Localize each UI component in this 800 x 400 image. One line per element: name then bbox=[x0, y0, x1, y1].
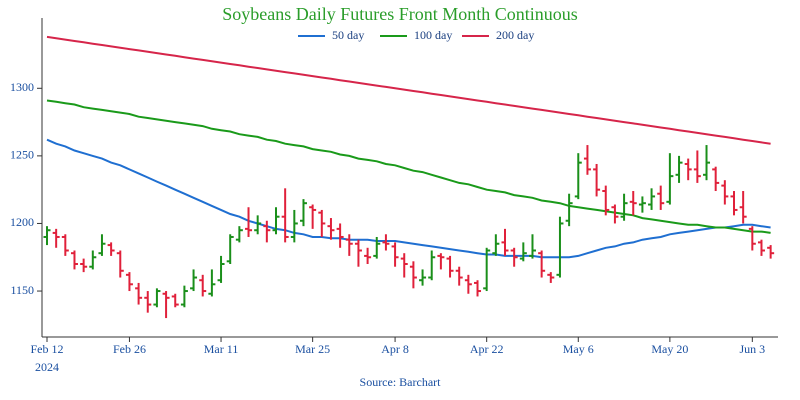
legend-label: 50 day bbox=[332, 28, 364, 42]
x-tick-label: Feb 12 bbox=[31, 342, 64, 356]
y-tick-label: 1300 bbox=[10, 80, 34, 94]
moving-average-line bbox=[46, 99, 771, 234]
x-tick-label: Jun 3 bbox=[739, 342, 765, 356]
x-tick-label: Feb 26 bbox=[113, 342, 146, 356]
source-note: Source: Barchart bbox=[360, 375, 442, 389]
y-tick-label: 1250 bbox=[10, 148, 34, 162]
legend-label: 200 day bbox=[496, 28, 534, 42]
x-tick-label: Mar 25 bbox=[295, 342, 330, 356]
x-year-label: 2024 bbox=[35, 360, 59, 374]
x-tick-label: Apr 8 bbox=[381, 342, 409, 356]
moving-average-line bbox=[46, 35, 771, 145]
moving-average-line bbox=[46, 138, 771, 259]
x-tick-label: Mar 11 bbox=[204, 342, 239, 356]
chart-title: Soybeans Daily Futures Front Month Conti… bbox=[222, 4, 578, 24]
x-tick-label: Apr 22 bbox=[470, 342, 504, 356]
x-tick-label: May 6 bbox=[563, 342, 594, 356]
x-tick-label: May 20 bbox=[651, 342, 688, 356]
legend-label: 100 day bbox=[414, 28, 452, 42]
y-tick-label: 1200 bbox=[10, 215, 34, 229]
y-tick-label: 1150 bbox=[10, 283, 34, 297]
